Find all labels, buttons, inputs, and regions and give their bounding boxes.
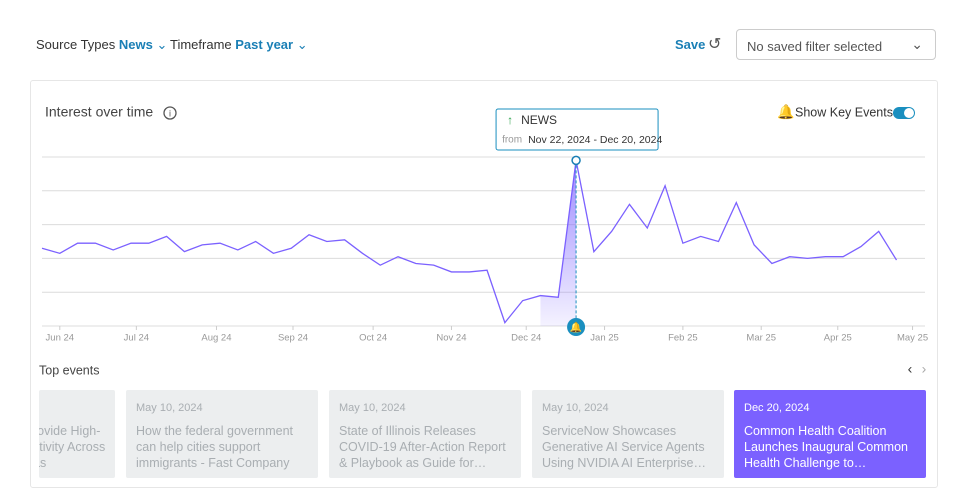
value: Past year: [235, 37, 294, 52]
event-card[interactable]: May 10, 2024 ServiceNow Showcases Generat…: [532, 390, 724, 478]
label: Timeframe: [170, 37, 232, 52]
toggle-knob: [904, 108, 914, 118]
x-tick-label: Jan 25: [590, 333, 619, 344]
event-card[interactable]: May 10, 2024 State of Illinois Releases C…: [329, 390, 521, 478]
reset-icon[interactable]: ↺: [708, 36, 722, 53]
card-title: ServiceNow Showcases Generative AI Servi…: [542, 424, 706, 470]
card-title-line: as: [39, 456, 47, 470]
card-title: Common Health Coalition Launches Inaugur…: [744, 424, 908, 470]
highlight-point: [571, 155, 581, 166]
value: News: [118, 37, 153, 52]
x-tick-label: Nov 24: [436, 333, 466, 344]
info-i: i: [169, 108, 171, 118]
card-title: How the federal government can help citi…: [136, 424, 294, 470]
card-date: May 10, 2024: [542, 402, 609, 414]
event-card[interactable]: rovide High-ctivity Across as: [39, 390, 115, 478]
tooltip: [495, 108, 659, 151]
spacer: [39, 402, 115, 414]
event-marker: [567, 318, 586, 336]
info-icon[interactable]: [163, 106, 177, 120]
x-tick-label: Sep 24: [278, 333, 308, 344]
event-bell: 🔔: [570, 322, 582, 334]
tooltip-from: from: [502, 135, 522, 146]
tooltip-range: Nov 22, 2024 - Dec 20, 2024: [528, 134, 662, 146]
x-tick-label: Apr 25: [824, 333, 852, 344]
card-title: rovide High-ctivity Across as: [39, 423, 115, 471]
label: Source Types: [36, 37, 116, 52]
source-filter[interactable]: Source Types News ⌄: [36, 37, 168, 52]
x-tick-label: Jul 24: [124, 333, 149, 344]
x-tick-label: Dec 24: [511, 333, 541, 344]
x-tick-label: Mar 25: [746, 333, 776, 344]
saved-filter-select[interactable]: No saved filter selected ⌄: [736, 29, 936, 60]
highlight-area: [540, 160, 577, 326]
chart-panel: [30, 80, 938, 488]
x-tick-label: Jun 24: [46, 333, 75, 344]
select-text: No saved filter selected: [747, 39, 883, 54]
card-date: May 10, 2024: [136, 402, 203, 414]
tooltip-title: NEWS: [521, 113, 557, 127]
toggle-label: Show Key Events: [795, 105, 893, 119]
x-tick-label: Oct 24: [359, 333, 387, 344]
x-tick-label: May 25: [897, 333, 928, 344]
prev-arrow[interactable]: ‹: [908, 361, 913, 377]
bell-icon: 🔔: [777, 104, 794, 121]
next-arrow[interactable]: ›: [922, 361, 927, 377]
event-card[interactable]: May 10, 2024 How the federal government c…: [126, 390, 318, 478]
card-date: May 10, 2024: [339, 402, 406, 414]
events-title: Top events: [39, 363, 99, 377]
card-date: Dec 20, 2024: [744, 402, 810, 414]
card-title: State of Illinois Releases COVID-19 Afte…: [339, 424, 506, 470]
event-card[interactable]: Dec 20, 2024 Common Health Coalition Laun…: [734, 390, 926, 478]
x-tick-label: Feb 25: [668, 333, 698, 344]
card-title-line: rovide High-: [39, 424, 101, 438]
card-title-line: ctivity Across: [39, 440, 106, 454]
timeframe-filter[interactable]: Timeframe Past year ⌄: [170, 37, 308, 52]
x-tick-label: Aug 24: [201, 333, 231, 344]
tooltip-arrow: ↑: [507, 113, 513, 127]
save-button[interactable]: Save: [675, 37, 706, 52]
chart-title: Interest over time: [45, 104, 153, 120]
line: [41, 160, 898, 324]
